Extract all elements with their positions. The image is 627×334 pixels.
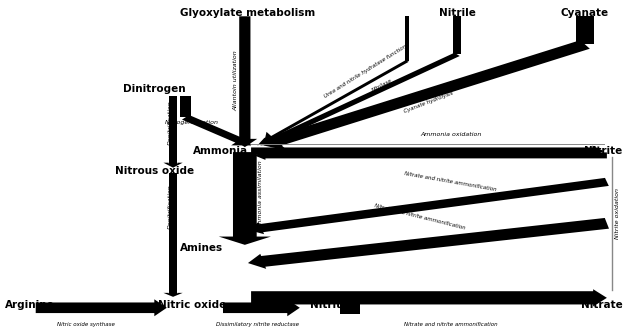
Text: Ammonia oxidation: Ammonia oxidation <box>420 132 482 137</box>
Polygon shape <box>453 16 461 54</box>
Polygon shape <box>576 16 594 44</box>
Polygon shape <box>233 16 257 147</box>
Text: Dissimilatory nitrite reductase: Dissimilatory nitrite reductase <box>216 322 299 327</box>
Polygon shape <box>180 96 191 117</box>
Polygon shape <box>251 289 607 306</box>
Text: Arginine: Arginine <box>4 301 55 310</box>
Text: Cyanate hydrolysis: Cyanate hydrolysis <box>404 91 455 114</box>
Text: Nitrite: Nitrite <box>310 301 348 310</box>
Text: Nitrate and nitrite ammonification: Nitrate and nitrite ammonification <box>404 322 498 327</box>
Polygon shape <box>340 300 360 314</box>
Text: Nitric oxide: Nitric oxide <box>157 301 226 310</box>
Text: Nitric oxide synthase: Nitric oxide synthase <box>56 322 115 327</box>
Text: Nitrilase: Nitrilase <box>371 78 393 94</box>
Text: Denitrification: Denitrification <box>167 100 172 145</box>
Text: Nitrate and nitrite ammonification: Nitrate and nitrite ammonification <box>374 203 466 230</box>
Polygon shape <box>405 16 409 61</box>
Polygon shape <box>248 178 609 234</box>
Text: Nitrite oxidation: Nitrite oxidation <box>615 188 620 239</box>
Text: Nitrous oxide: Nitrous oxide <box>115 166 194 176</box>
Text: Nitrate and nitrite ammonification: Nitrate and nitrite ammonification <box>404 171 497 192</box>
Text: Nitrite: Nitrite <box>584 146 623 156</box>
Polygon shape <box>254 151 607 160</box>
Polygon shape <box>219 152 271 245</box>
Polygon shape <box>169 173 177 295</box>
Polygon shape <box>260 53 460 146</box>
Polygon shape <box>182 115 251 146</box>
Text: Ammonia assimilation: Ammonia assimilation <box>258 160 263 230</box>
Polygon shape <box>251 146 604 157</box>
Polygon shape <box>164 163 182 168</box>
Text: Nitrogen fixation: Nitrogen fixation <box>166 120 218 125</box>
Text: Cyanate: Cyanate <box>561 8 609 18</box>
Text: Denitrification: Denitrification <box>167 184 172 229</box>
Text: Glyoxylate metabolism: Glyoxylate metabolism <box>181 8 315 18</box>
Polygon shape <box>257 60 409 146</box>
Text: Dinitrogen: Dinitrogen <box>123 84 186 94</box>
Polygon shape <box>248 218 609 269</box>
Text: Nitrate and nitrite ammonification: Nitrate and nitrite ammonification <box>394 154 488 159</box>
Text: Nitrile: Nitrile <box>439 8 475 18</box>
Text: Amines: Amines <box>180 243 223 253</box>
Polygon shape <box>263 40 590 151</box>
Polygon shape <box>164 293 182 297</box>
Polygon shape <box>169 96 177 165</box>
Polygon shape <box>36 299 167 316</box>
Text: Urea and nitrile hydratase functions: Urea and nitrile hydratase functions <box>324 43 410 99</box>
Text: Allantoin utilization: Allantoin utilization <box>233 50 238 111</box>
Text: Nitrate: Nitrate <box>581 301 623 310</box>
Text: Ammonia: Ammonia <box>193 146 248 156</box>
Polygon shape <box>223 299 300 316</box>
